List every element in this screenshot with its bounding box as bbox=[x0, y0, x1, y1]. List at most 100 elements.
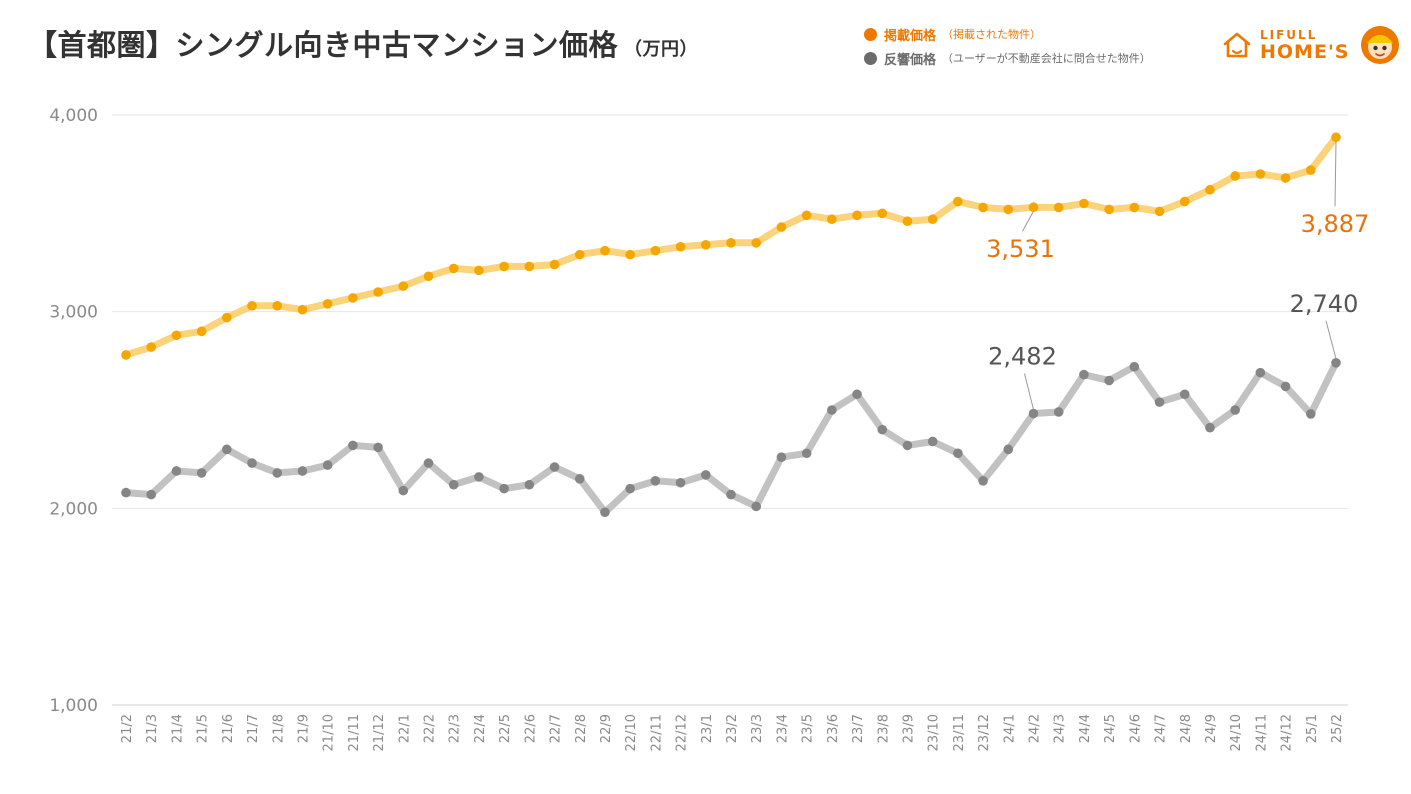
y-tick-label: 2,000 bbox=[49, 499, 98, 519]
chart-title-text: 【首都圏】シングル向き中古マンション価格 bbox=[28, 28, 619, 62]
data-point bbox=[776, 452, 787, 463]
data-point bbox=[1280, 173, 1291, 183]
data-point bbox=[297, 466, 308, 476]
data-point bbox=[801, 448, 812, 459]
y-tick-label: 4,000 bbox=[49, 106, 98, 126]
legend-item-listing-price: 掲載価格 （掲載された物件） bbox=[864, 22, 1151, 46]
data-point bbox=[348, 293, 358, 303]
legend-note-listing-price: （掲載された物件） bbox=[942, 28, 1042, 41]
x-tick-label: 23/3 bbox=[750, 714, 765, 743]
data-point bbox=[726, 238, 736, 248]
x-tick-label: 23/9 bbox=[901, 714, 916, 743]
data-point bbox=[1028, 202, 1039, 213]
data-point bbox=[1003, 444, 1014, 455]
callout-label: 3,531 bbox=[986, 235, 1055, 263]
lifull-homes-logo: LIFULL HOME'S bbox=[1222, 24, 1400, 68]
x-tick-label: 22/2 bbox=[423, 714, 438, 743]
data-point bbox=[1129, 202, 1140, 213]
chart-series bbox=[121, 132, 1341, 518]
callout-leader-line bbox=[1334, 141, 1337, 207]
x-tick-label: 25/1 bbox=[1305, 714, 1320, 743]
x-tick-label: 25/2 bbox=[1330, 714, 1345, 743]
data-point bbox=[1003, 204, 1014, 215]
x-tick-label: 22/3 bbox=[448, 714, 463, 743]
chart-unit-label: （万円） bbox=[624, 39, 699, 60]
data-point bbox=[423, 458, 434, 468]
data-point bbox=[272, 468, 283, 478]
x-tick-label: 24/10 bbox=[1229, 714, 1244, 751]
x-tick-label: 24/6 bbox=[1128, 714, 1143, 743]
x-tick-label: 21/5 bbox=[196, 714, 211, 743]
data-point bbox=[373, 442, 383, 453]
data-point bbox=[348, 440, 358, 451]
x-tick-label: 21/8 bbox=[271, 714, 286, 743]
series-1 bbox=[121, 358, 1341, 518]
data-point bbox=[373, 287, 383, 297]
data-point bbox=[1104, 375, 1114, 386]
x-tick-label: 21/6 bbox=[221, 714, 236, 743]
legend-dot-inquiry-price bbox=[864, 51, 877, 65]
x-tick-label: 23/12 bbox=[977, 714, 992, 751]
x-tick-label: 24/9 bbox=[1204, 714, 1219, 743]
callout-label: 3,887 bbox=[1301, 210, 1370, 238]
data-point bbox=[398, 485, 409, 496]
data-point bbox=[474, 265, 484, 276]
x-tick-label: 21/11 bbox=[347, 714, 362, 751]
legend-dot-listing-price bbox=[864, 27, 877, 41]
callout-leader-line bbox=[1024, 373, 1034, 410]
data-point bbox=[499, 261, 509, 272]
data-point bbox=[574, 474, 585, 484]
data-point bbox=[1255, 169, 1266, 179]
x-tick-label: 23/5 bbox=[801, 714, 816, 743]
data-point bbox=[1205, 184, 1215, 195]
data-point bbox=[675, 241, 686, 252]
data-point bbox=[322, 460, 333, 470]
x-tick-label: 23/7 bbox=[851, 714, 866, 743]
x-tick-label: 24/1 bbox=[1002, 714, 1017, 743]
data-point bbox=[1129, 361, 1140, 372]
data-point bbox=[1255, 367, 1266, 378]
callout-label: 2,482 bbox=[988, 343, 1057, 371]
x-tick-label: 23/11 bbox=[952, 714, 967, 751]
data-point bbox=[827, 405, 837, 415]
y-tick-label: 1,000 bbox=[49, 696, 98, 716]
legend-item-inquiry-price: 反響価格 （ユーザーが不動産会社に問合せた物件） bbox=[864, 46, 1151, 70]
x-tick-label: 23/1 bbox=[700, 714, 715, 743]
data-point bbox=[1079, 369, 1089, 380]
chart-title: 【首都圏】シングル向き中古マンション価格 （万円） bbox=[28, 22, 698, 64]
data-point bbox=[1154, 206, 1165, 217]
data-point bbox=[121, 350, 131, 360]
data-point bbox=[524, 261, 535, 272]
data-point bbox=[726, 489, 736, 500]
data-point bbox=[1205, 422, 1215, 433]
x-tick-label: 22/6 bbox=[523, 714, 538, 743]
data-point bbox=[902, 440, 913, 451]
data-point bbox=[549, 259, 560, 270]
data-point bbox=[751, 238, 762, 248]
x-tick-label: 23/6 bbox=[826, 714, 841, 743]
data-point bbox=[852, 210, 862, 221]
chart-gridlines bbox=[112, 114, 1348, 706]
chart-annotations: 3,531 3,887 2,482 2,740 bbox=[986, 141, 1370, 410]
x-tick-label: 23/2 bbox=[725, 714, 740, 743]
data-point bbox=[196, 326, 207, 337]
data-point bbox=[222, 444, 232, 455]
x-tick-label: 23/8 bbox=[876, 714, 891, 743]
x-tick-label: 24/3 bbox=[1053, 714, 1068, 743]
data-point bbox=[978, 476, 988, 486]
data-point bbox=[877, 424, 888, 435]
x-tick-label: 22/1 bbox=[397, 714, 412, 743]
x-tick-label: 23/10 bbox=[927, 714, 942, 751]
data-point bbox=[776, 222, 787, 232]
data-point bbox=[600, 507, 610, 518]
x-tick-label: 21/4 bbox=[170, 714, 185, 743]
x-tick-label: 22/9 bbox=[599, 714, 614, 743]
x-tick-label: 24/4 bbox=[1078, 714, 1093, 743]
data-point bbox=[146, 342, 157, 352]
data-point bbox=[953, 448, 963, 459]
data-point bbox=[146, 489, 157, 500]
data-point bbox=[1331, 358, 1341, 368]
data-point bbox=[1305, 165, 1316, 175]
data-point bbox=[1305, 409, 1316, 419]
x-tick-label: 22/10 bbox=[624, 714, 639, 751]
